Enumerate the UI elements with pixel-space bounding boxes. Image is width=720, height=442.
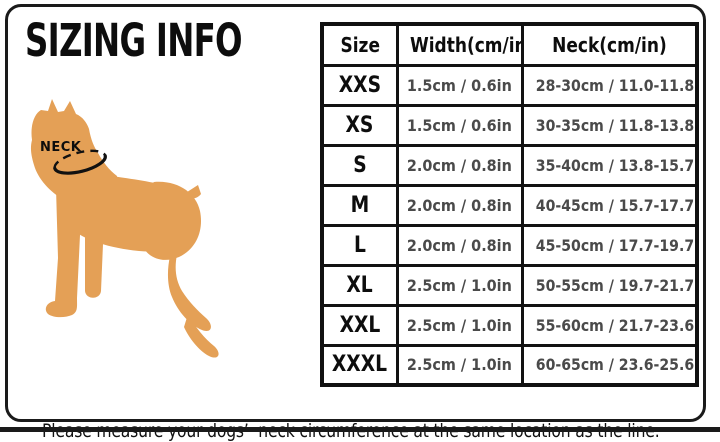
neck-cell: 55-60cm / 21.7-23.6in [520,303,699,347]
width-cell: 2.0cm / 0.8in [395,223,524,267]
table-header-row: Size Width(cm/in) Neck(cm/in) [320,22,699,67]
width-cell: 2.0cm / 0.8in [395,183,524,227]
column-header-size: Size [320,22,399,67]
table-row: S 2.0cm / 0.8in 35-40cm / 13.8-15.7in [320,143,699,187]
page-title: SIZING INFO [25,14,326,67]
neck-cell: 40-45cm / 15.7-17.7in [520,183,699,227]
table-row: M 2.0cm / 0.8in 40-45cm / 15.7-17.7in [320,183,699,227]
table-row: L 2.0cm / 0.8in 45-50cm / 17.7-19.7in [320,223,699,267]
neck-label: NECK [40,140,82,155]
table-row: XXXL 2.5cm / 1.0in 60-65cm / 23.6-25.6in [320,343,699,387]
size-cell: S [320,143,399,187]
neck-cell: 50-55cm / 19.7-21.7in [520,263,699,307]
neck-cell: 28-30cm / 11.0-11.8in [520,63,699,107]
size-cell: XS [320,103,399,147]
dog-head [30,99,121,200]
page-frame [5,4,706,422]
size-cell: M [320,183,399,227]
dog-illustration [28,98,228,360]
neck-cell: 60-65cm / 23.6-25.6in [520,343,699,387]
dog-rear-leg [167,250,211,331]
sizing-table: Size Width(cm/in) Neck(cm/in) XXS 1.5cm … [320,22,699,387]
size-cell: L [320,223,399,267]
column-header-neck: Neck(cm/in) [520,22,699,67]
neck-cell: 30-35cm / 11.8-13.8in [520,103,699,147]
size-cell: XL [320,263,399,307]
table-row: XXL 2.5cm / 1.0in 55-60cm / 21.7-23.6in [320,303,699,347]
width-cell: 2.5cm / 1.0in [395,343,524,387]
table-row: XS 1.5cm / 0.6in 30-35cm / 11.8-13.8in [320,103,699,147]
neck-cell: 35-40cm / 13.8-15.7in [520,143,699,187]
width-cell: 1.5cm / 0.6in [395,103,524,147]
dog-rear-thigh [137,181,202,260]
table-row: XL 2.5cm / 1.0in 50-55cm / 19.7-21.7in [320,263,699,307]
size-cell: XXS [320,63,399,107]
dog-rear-foot-far [184,314,219,358]
width-cell: 2.5cm / 1.0in [395,263,524,307]
width-cell: 2.5cm / 1.0in [395,303,524,347]
width-cell: 1.5cm / 0.6in [395,63,524,107]
page-title-text: SIZING INFO [25,14,243,67]
dog-tail [184,185,201,199]
neck-line-dashed [53,149,107,169]
dog-front-leg-far [85,194,105,298]
dog-front-leg [45,188,82,318]
table-row: XXS 1.5cm / 0.6in 28-30cm / 11.0-11.8in [320,63,699,107]
neck-measurement-line [53,149,107,175]
column-header-width: Width(cm/in) [395,22,524,67]
measurement-note: Please measure your dogs’ neck circumfer… [30,398,710,442]
bottom-edge-bar [0,427,720,432]
neck-line-solid [53,154,107,175]
size-cell: XXL [320,303,399,347]
size-cell: XXXL [320,343,399,387]
boxer-dog-icon [30,99,219,358]
neck-cell: 45-50cm / 17.7-19.7in [520,223,699,267]
width-cell: 2.0cm / 0.8in [395,143,524,187]
